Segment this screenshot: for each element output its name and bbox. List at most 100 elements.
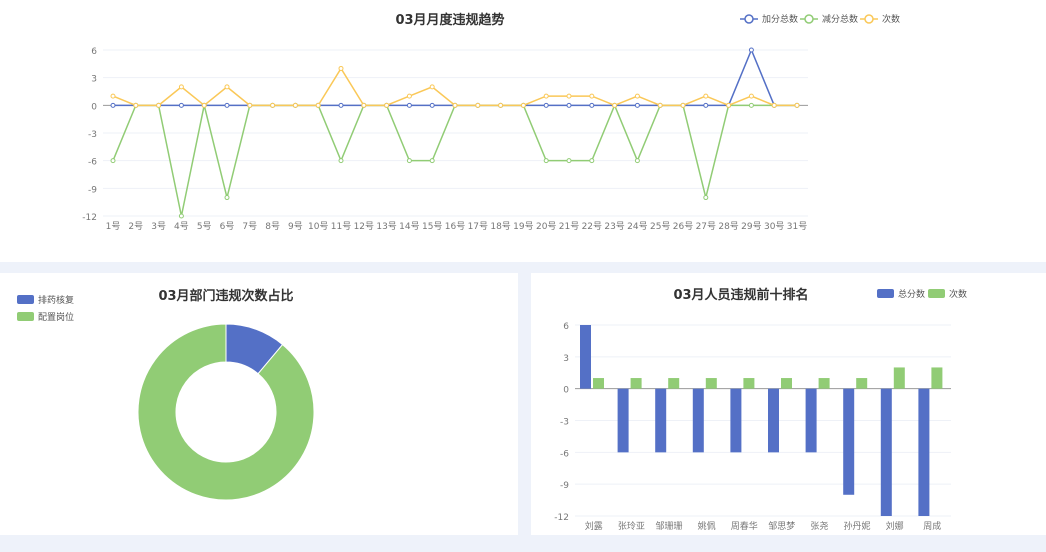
data-point bbox=[475, 102, 481, 108]
legend-marker bbox=[864, 14, 874, 24]
data-point bbox=[338, 102, 344, 108]
legend-swatch bbox=[877, 289, 894, 298]
x-tick-label: 21号 bbox=[559, 221, 579, 232]
y-tick-label: -12 bbox=[82, 213, 97, 223]
y-tick-label: -9 bbox=[88, 185, 97, 195]
data-point bbox=[224, 102, 230, 108]
y-tick-label: 3 bbox=[91, 75, 97, 85]
data-point bbox=[589, 93, 595, 99]
x-tick-label: 11号 bbox=[331, 221, 351, 232]
bar bbox=[705, 378, 717, 389]
bar bbox=[818, 378, 830, 389]
data-point bbox=[703, 102, 709, 108]
x-tick-label: 23号 bbox=[604, 221, 624, 232]
y-tick-label: -3 bbox=[88, 130, 97, 140]
x-tick-label: 张玲亚 bbox=[618, 520, 645, 532]
data-point bbox=[566, 93, 572, 99]
x-tick-label: 2号 bbox=[128, 221, 143, 232]
x-tick-label: 周春华 bbox=[731, 520, 758, 532]
data-point bbox=[703, 93, 709, 99]
x-tick-label: 10号 bbox=[308, 221, 328, 232]
x-tick-label: 12号 bbox=[354, 221, 374, 232]
chart-title: 03月部门违规次数占比 bbox=[158, 288, 293, 304]
x-tick-label: 邹珊珊 bbox=[655, 520, 682, 532]
ranking-bar-chart: 03月人员违规前十排名 6 3 0 -3 -6 -9 -12 刘露 张玲亚 邹珊珊 姚佩 周春华 邹思梦 张… bbox=[554, 287, 967, 532]
data-point bbox=[110, 93, 116, 99]
x-tick-label: 20号 bbox=[536, 221, 556, 232]
chart-title: 03月月度违规趋势 bbox=[395, 12, 504, 28]
data-point bbox=[566, 102, 572, 108]
data-point bbox=[680, 102, 686, 108]
data-point bbox=[634, 158, 640, 164]
bar bbox=[630, 378, 642, 389]
x-tick-label: 14号 bbox=[399, 221, 419, 232]
data-point bbox=[657, 102, 663, 108]
x-tick-label: 周成 bbox=[923, 520, 941, 532]
data-point bbox=[201, 102, 207, 108]
data-point bbox=[498, 102, 504, 108]
pie-slice bbox=[137, 323, 315, 501]
data-point bbox=[634, 93, 640, 99]
x-tick-label: 27号 bbox=[696, 221, 716, 232]
x-tick-label: 26号 bbox=[673, 221, 693, 232]
bar bbox=[743, 378, 755, 389]
x-tick-label: 22号 bbox=[582, 221, 602, 232]
x-tick-label: 29号 bbox=[741, 221, 761, 232]
bar bbox=[931, 367, 943, 389]
trend-panel: 03月月度违规趋势 6 3 0 -3 -6 -9 -12 1号 2号 3号 4号 5号 6号 7号 8号 9号 1… bbox=[0, 0, 1046, 262]
x-tick-label: 张尧 bbox=[810, 520, 828, 532]
legend-swatch bbox=[928, 289, 945, 298]
data-point bbox=[338, 158, 344, 164]
data-point bbox=[361, 102, 367, 108]
data-point bbox=[429, 102, 435, 108]
x-tick-label: 7号 bbox=[242, 221, 257, 232]
x-tick-label: 刘露 bbox=[585, 520, 603, 532]
x-tick-label: 刘娜 bbox=[886, 520, 904, 532]
data-point bbox=[748, 93, 754, 99]
x-tick-label: 31号 bbox=[787, 221, 807, 232]
data-point bbox=[110, 158, 116, 164]
bar bbox=[856, 378, 868, 389]
legend-swatch bbox=[17, 295, 34, 304]
data-point bbox=[178, 84, 184, 90]
y-tick-label: 0 bbox=[563, 386, 569, 396]
legend-marker bbox=[744, 14, 754, 24]
data-point bbox=[156, 102, 162, 108]
x-tick-label: 姚佩 bbox=[698, 520, 716, 532]
bar bbox=[893, 367, 905, 389]
bar bbox=[843, 388, 855, 495]
bar bbox=[768, 388, 779, 453]
legend-label: 总分数 bbox=[898, 288, 925, 300]
ranking-panel: 03月人员违规前十排名 6 3 0 -3 -6 -9 -12 刘露 张玲亚 邹珊珊 姚佩 周春华 邹思梦 张… bbox=[531, 273, 1046, 535]
y-tick-label: 6 bbox=[91, 47, 97, 57]
y-tick-label: 0 bbox=[91, 102, 97, 112]
bar bbox=[918, 388, 930, 516]
x-tick-label: 28号 bbox=[718, 221, 738, 232]
y-tick-label: -9 bbox=[560, 481, 569, 491]
legend-label: 配置岗位 bbox=[38, 311, 74, 323]
data-point bbox=[543, 158, 549, 164]
data-point bbox=[589, 102, 595, 108]
x-tick-label: 5号 bbox=[197, 221, 212, 232]
data-point bbox=[726, 102, 732, 108]
data-point bbox=[429, 158, 435, 164]
data-point bbox=[566, 158, 572, 164]
bar bbox=[880, 388, 892, 516]
data-point bbox=[292, 102, 298, 108]
legend-label: 减分总数 bbox=[822, 13, 858, 25]
x-tick-label: 15号 bbox=[422, 221, 442, 232]
department-panel: 03月部门违规次数占比 排药核复 配置岗位 bbox=[0, 273, 518, 535]
data-point bbox=[178, 102, 184, 108]
data-point bbox=[110, 102, 116, 108]
x-tick-label: 1号 bbox=[106, 221, 121, 232]
bar bbox=[805, 388, 817, 453]
x-tick-label: 16号 bbox=[445, 221, 465, 232]
x-tick-label: 30号 bbox=[764, 221, 784, 232]
legend-marker bbox=[804, 14, 814, 24]
legend-swatch bbox=[17, 312, 34, 321]
x-tick-label: 8号 bbox=[265, 221, 280, 232]
x-tick-label: 邹思梦 bbox=[768, 520, 795, 532]
x-tick-label: 24号 bbox=[627, 221, 647, 232]
data-point bbox=[794, 102, 800, 108]
data-point bbox=[429, 84, 435, 90]
